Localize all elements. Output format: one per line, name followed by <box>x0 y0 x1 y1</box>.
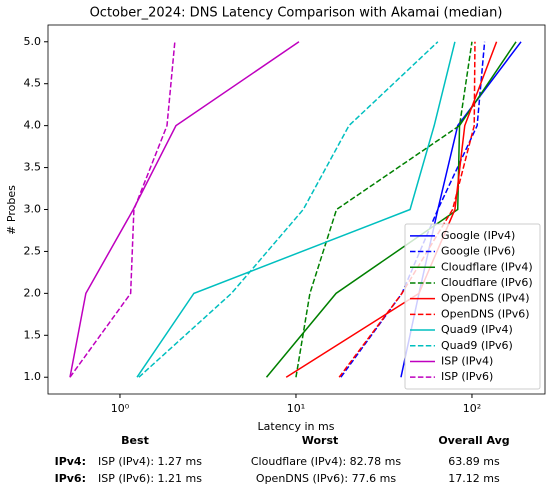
y-tick-label: 3.0 <box>24 203 42 216</box>
table-cell: ISP (IPv6): 1.21 ms <box>98 472 202 485</box>
x-tick-label: 10¹ <box>287 402 305 415</box>
series-line <box>338 41 476 378</box>
summary-table: Best Worst Overall Avg IPv4: ISP (IPv4):… <box>55 434 510 485</box>
y-tick-label: 5.0 <box>24 35 42 48</box>
legend-label: Quad9 (IPv6) <box>441 339 513 352</box>
plot-frame <box>47 24 546 395</box>
series-line <box>138 41 439 378</box>
series-line <box>69 41 176 378</box>
series-line <box>295 41 473 378</box>
legend-label: OpenDNS (IPv6) <box>441 307 530 320</box>
legend-label: Google (IPv6) <box>441 245 515 258</box>
table-cell: OpenDNS (IPv6): 77.6 ms <box>256 472 396 485</box>
series-line <box>340 41 486 378</box>
row-label: IPv6: <box>55 472 86 485</box>
legend-label: Cloudflare (IPv4) <box>441 260 533 273</box>
table-header: Overall Avg <box>438 434 509 447</box>
legend-label: Quad9 (IPv4) <box>441 323 513 336</box>
x-tick-label: 10⁰ <box>111 402 130 415</box>
series-line <box>136 41 456 378</box>
legend-label: OpenDNS (IPv4) <box>441 292 530 305</box>
series-line <box>265 41 517 378</box>
y-tick-label: 3.5 <box>24 161 42 174</box>
y-tick-label: 1.0 <box>24 370 42 383</box>
table-cell: ISP (IPv4): 1.27 ms <box>98 455 202 468</box>
table-cell: 63.89 ms <box>448 455 500 468</box>
row-label: IPv4: <box>55 455 86 468</box>
y-axis-label: # Probes <box>5 185 18 235</box>
table-header: Best <box>121 434 149 447</box>
y-tick-label: 1.5 <box>24 328 42 341</box>
table-header: Worst <box>302 434 339 447</box>
chart-title: October_2024: DNS Latency Comparison wit… <box>90 6 503 21</box>
x-axis-label: Latency in ms <box>258 420 335 433</box>
legend-label: Cloudflare (IPv6) <box>441 276 533 289</box>
table-cell: Cloudflare (IPv4): 82.78 ms <box>251 455 402 468</box>
y-tick-label: 4.0 <box>24 119 42 132</box>
x-tick-label: 10² <box>463 402 481 415</box>
legend-box <box>404 223 541 390</box>
series-line <box>285 41 498 378</box>
legend: Google (IPv4) Google (IPv6) Cloudflare (IP… <box>404 223 541 390</box>
y-tick-label: 2.0 <box>24 286 42 299</box>
y-tick-label: 2.5 <box>24 244 42 257</box>
legend-label: ISP (IPv4) <box>441 354 493 367</box>
legend-label: ISP (IPv6) <box>441 370 493 383</box>
series-line <box>69 41 300 378</box>
table-cell: 17.12 ms <box>448 472 500 485</box>
y-tick-label: 4.5 <box>24 77 42 90</box>
legend-label: Google (IPv4) <box>441 229 515 242</box>
